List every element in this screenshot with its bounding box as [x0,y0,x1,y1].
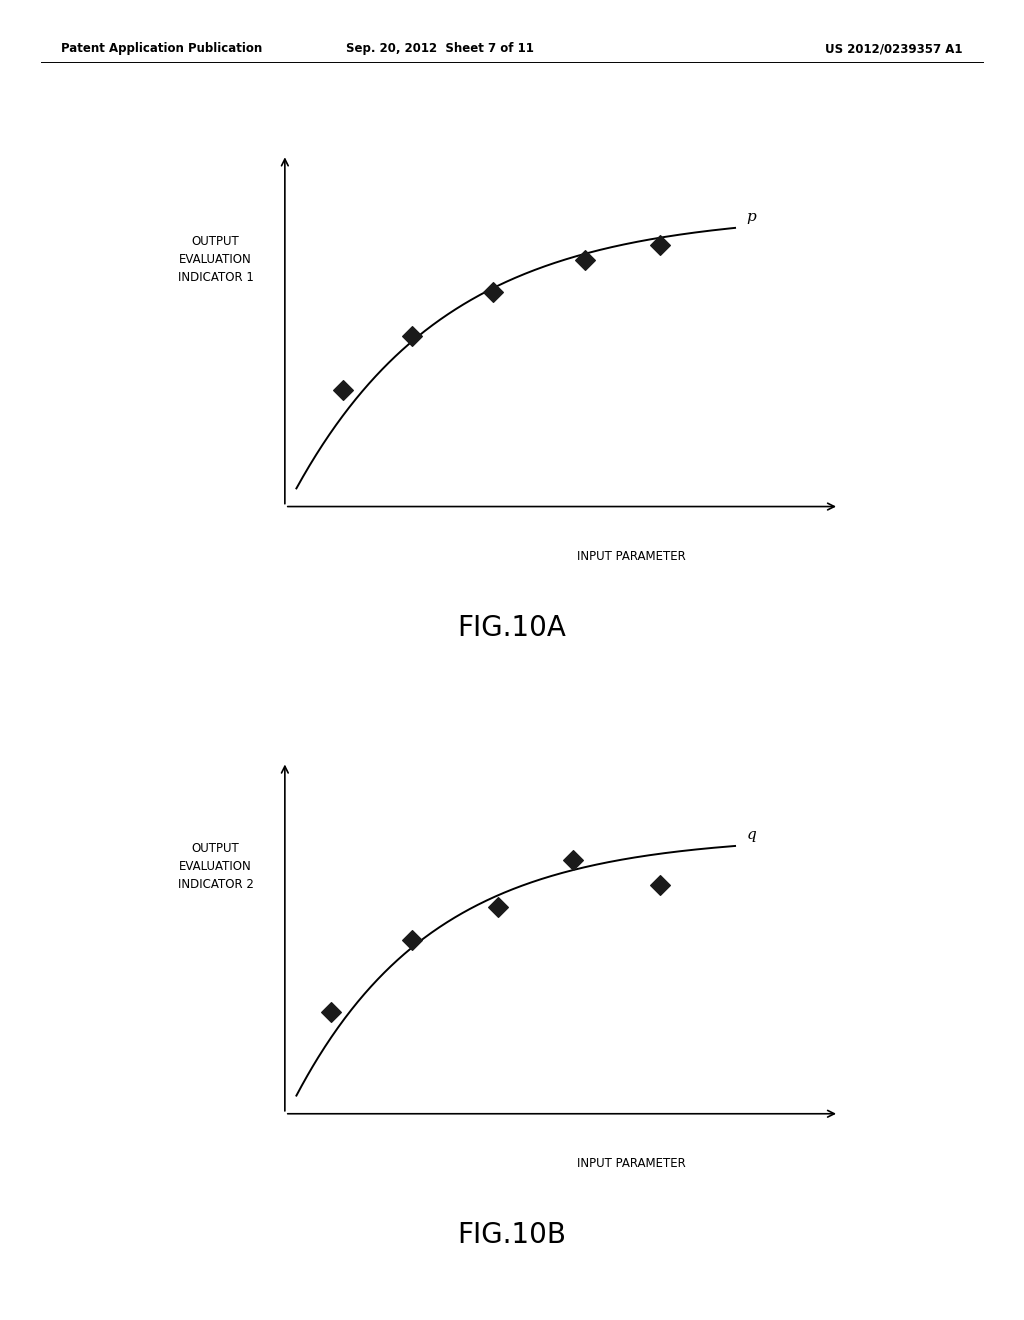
Text: INPUT PARAMETER: INPUT PARAMETER [577,550,685,564]
Text: FIG.10A: FIG.10A [458,614,566,642]
Point [335,380,351,401]
Text: INPUT PARAMETER: INPUT PARAMETER [577,1158,685,1171]
Point [403,929,420,950]
Point [490,896,507,917]
Text: OUTPUT
EVALUATION
INDICATOR 1: OUTPUT EVALUATION INDICATOR 1 [177,235,254,284]
Point [565,849,582,870]
Point [403,325,420,346]
Point [577,249,593,271]
Text: q: q [746,829,757,842]
Point [652,235,669,256]
Text: FIG.10B: FIG.10B [458,1221,566,1249]
Point [484,281,501,302]
Text: OUTPUT
EVALUATION
INDICATOR 2: OUTPUT EVALUATION INDICATOR 2 [177,842,254,891]
Text: Patent Application Publication: Patent Application Publication [61,42,263,55]
Text: US 2012/0239357 A1: US 2012/0239357 A1 [825,42,963,55]
Point [323,1002,339,1023]
Point [652,874,669,895]
Text: p: p [746,210,757,224]
Text: Sep. 20, 2012  Sheet 7 of 11: Sep. 20, 2012 Sheet 7 of 11 [346,42,535,55]
